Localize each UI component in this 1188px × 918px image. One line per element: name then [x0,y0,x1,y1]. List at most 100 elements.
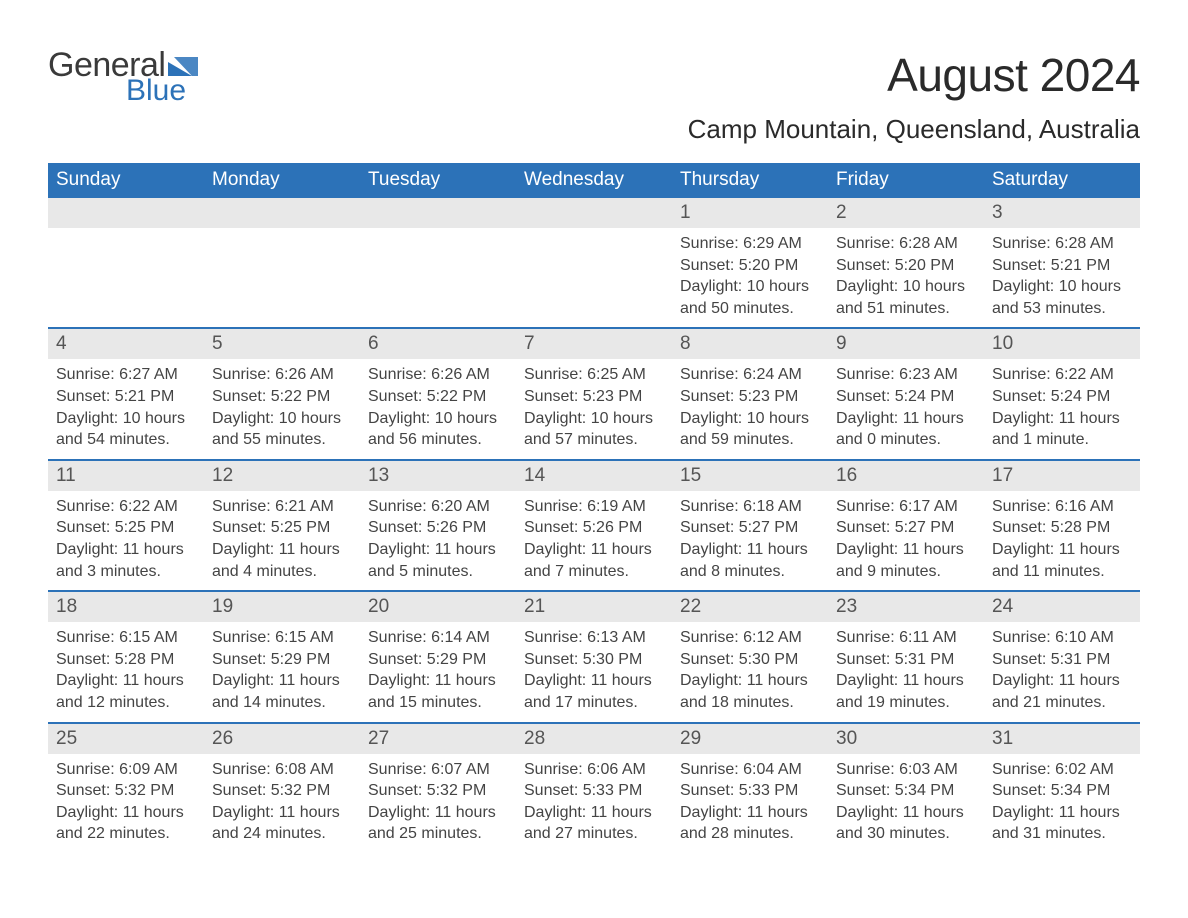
weekday-header: Sunday [48,163,204,198]
day-number-bar [516,198,672,228]
sunrise-text: Sunrise: 6:16 AM [992,496,1132,518]
day-details: Sunrise: 6:11 AMSunset: 5:31 PMDaylight:… [828,622,984,721]
day-number: 26 [212,728,233,749]
sunrise-text: Sunrise: 6:27 AM [56,364,196,386]
day-details: Sunrise: 6:06 AMSunset: 5:33 PMDaylight:… [516,754,672,853]
day-number-bar: 8 [672,329,828,359]
daylight-text: Daylight: 11 hours and 8 minutes. [680,539,820,582]
day-details [360,228,516,318]
day-cell: 12Sunrise: 6:21 AMSunset: 5:25 PMDayligh… [204,461,360,590]
day-number-bar: 28 [516,724,672,754]
sunset-text: Sunset: 5:23 PM [680,386,820,408]
sunrise-text: Sunrise: 6:18 AM [680,496,820,518]
day-cell: 21Sunrise: 6:13 AMSunset: 5:30 PMDayligh… [516,592,672,721]
location-subtitle: Camp Mountain, Queensland, Australia [688,114,1140,145]
sunset-text: Sunset: 5:30 PM [680,649,820,671]
month-title: August 2024 [688,48,1140,102]
day-number: 17 [992,465,1013,486]
daylight-text: Daylight: 10 hours and 50 minutes. [680,276,820,319]
day-number: 13 [368,465,389,486]
sunrise-text: Sunrise: 6:26 AM [212,364,352,386]
sunrise-text: Sunrise: 6:22 AM [992,364,1132,386]
day-details: Sunrise: 6:02 AMSunset: 5:34 PMDaylight:… [984,754,1140,853]
day-cell: 10Sunrise: 6:22 AMSunset: 5:24 PMDayligh… [984,329,1140,458]
daylight-text: Daylight: 11 hours and 30 minutes. [836,802,976,845]
sunrise-text: Sunrise: 6:22 AM [56,496,196,518]
day-number-bar: 25 [48,724,204,754]
daylight-text: Daylight: 11 hours and 14 minutes. [212,670,352,713]
daylight-text: Daylight: 10 hours and 59 minutes. [680,408,820,451]
day-number-bar: 21 [516,592,672,622]
sunrise-text: Sunrise: 6:03 AM [836,759,976,781]
sunset-text: Sunset: 5:25 PM [212,517,352,539]
day-number-bar: 29 [672,724,828,754]
daylight-text: Daylight: 11 hours and 3 minutes. [56,539,196,582]
daylight-text: Daylight: 11 hours and 1 minute. [992,408,1132,451]
day-number-bar: 7 [516,329,672,359]
sunset-text: Sunset: 5:22 PM [368,386,508,408]
sunrise-text: Sunrise: 6:21 AM [212,496,352,518]
day-number: 4 [56,333,67,354]
day-details: Sunrise: 6:22 AMSunset: 5:25 PMDaylight:… [48,491,204,590]
day-number-bar [204,198,360,228]
day-cell: 1Sunrise: 6:29 AMSunset: 5:20 PMDaylight… [672,198,828,327]
day-number: 22 [680,596,701,617]
day-number: 27 [368,728,389,749]
day-cell [360,198,516,327]
day-number: 9 [836,333,847,354]
day-cell: 23Sunrise: 6:11 AMSunset: 5:31 PMDayligh… [828,592,984,721]
day-number-bar: 20 [360,592,516,622]
day-number-bar: 19 [204,592,360,622]
day-number: 29 [680,728,701,749]
day-cell: 19Sunrise: 6:15 AMSunset: 5:29 PMDayligh… [204,592,360,721]
sunrise-text: Sunrise: 6:14 AM [368,627,508,649]
sunrise-text: Sunrise: 6:28 AM [836,233,976,255]
day-details: Sunrise: 6:27 AMSunset: 5:21 PMDaylight:… [48,359,204,458]
week-row: 18Sunrise: 6:15 AMSunset: 5:28 PMDayligh… [48,590,1140,721]
week-row: 11Sunrise: 6:22 AMSunset: 5:25 PMDayligh… [48,459,1140,590]
day-cell: 11Sunrise: 6:22 AMSunset: 5:25 PMDayligh… [48,461,204,590]
day-cell: 14Sunrise: 6:19 AMSunset: 5:26 PMDayligh… [516,461,672,590]
weekday-header: Friday [828,163,984,198]
day-number [212,202,217,223]
day-number-bar: 26 [204,724,360,754]
sunset-text: Sunset: 5:21 PM [992,255,1132,277]
daylight-text: Daylight: 11 hours and 5 minutes. [368,539,508,582]
day-number-bar: 13 [360,461,516,491]
daylight-text: Daylight: 11 hours and 12 minutes. [56,670,196,713]
day-cell: 9Sunrise: 6:23 AMSunset: 5:24 PMDaylight… [828,329,984,458]
day-details: Sunrise: 6:08 AMSunset: 5:32 PMDaylight:… [204,754,360,853]
weekday-header: Monday [204,163,360,198]
day-number-bar: 18 [48,592,204,622]
day-details: Sunrise: 6:04 AMSunset: 5:33 PMDaylight:… [672,754,828,853]
daylight-text: Daylight: 11 hours and 4 minutes. [212,539,352,582]
week-row: 25Sunrise: 6:09 AMSunset: 5:32 PMDayligh… [48,722,1140,853]
day-number-bar: 16 [828,461,984,491]
day-cell: 22Sunrise: 6:12 AMSunset: 5:30 PMDayligh… [672,592,828,721]
day-details: Sunrise: 6:24 AMSunset: 5:23 PMDaylight:… [672,359,828,458]
sunrise-text: Sunrise: 6:04 AM [680,759,820,781]
day-number-bar: 3 [984,198,1140,228]
day-number-bar: 5 [204,329,360,359]
day-details: Sunrise: 6:09 AMSunset: 5:32 PMDaylight:… [48,754,204,853]
day-number-bar: 1 [672,198,828,228]
day-cell [48,198,204,327]
sunrise-text: Sunrise: 6:19 AM [524,496,664,518]
daylight-text: Daylight: 11 hours and 21 minutes. [992,670,1132,713]
day-cell: 30Sunrise: 6:03 AMSunset: 5:34 PMDayligh… [828,724,984,853]
day-cell: 31Sunrise: 6:02 AMSunset: 5:34 PMDayligh… [984,724,1140,853]
day-number: 6 [368,333,379,354]
day-number-bar: 9 [828,329,984,359]
day-number: 5 [212,333,223,354]
day-number-bar: 15 [672,461,828,491]
day-number: 15 [680,465,701,486]
day-cell: 20Sunrise: 6:14 AMSunset: 5:29 PMDayligh… [360,592,516,721]
sunset-text: Sunset: 5:23 PM [524,386,664,408]
day-details: Sunrise: 6:07 AMSunset: 5:32 PMDaylight:… [360,754,516,853]
daylight-text: Daylight: 10 hours and 57 minutes. [524,408,664,451]
daylight-text: Daylight: 11 hours and 7 minutes. [524,539,664,582]
day-number: 30 [836,728,857,749]
day-details: Sunrise: 6:15 AMSunset: 5:28 PMDaylight:… [48,622,204,721]
day-details: Sunrise: 6:15 AMSunset: 5:29 PMDaylight:… [204,622,360,721]
day-number: 7 [524,333,535,354]
